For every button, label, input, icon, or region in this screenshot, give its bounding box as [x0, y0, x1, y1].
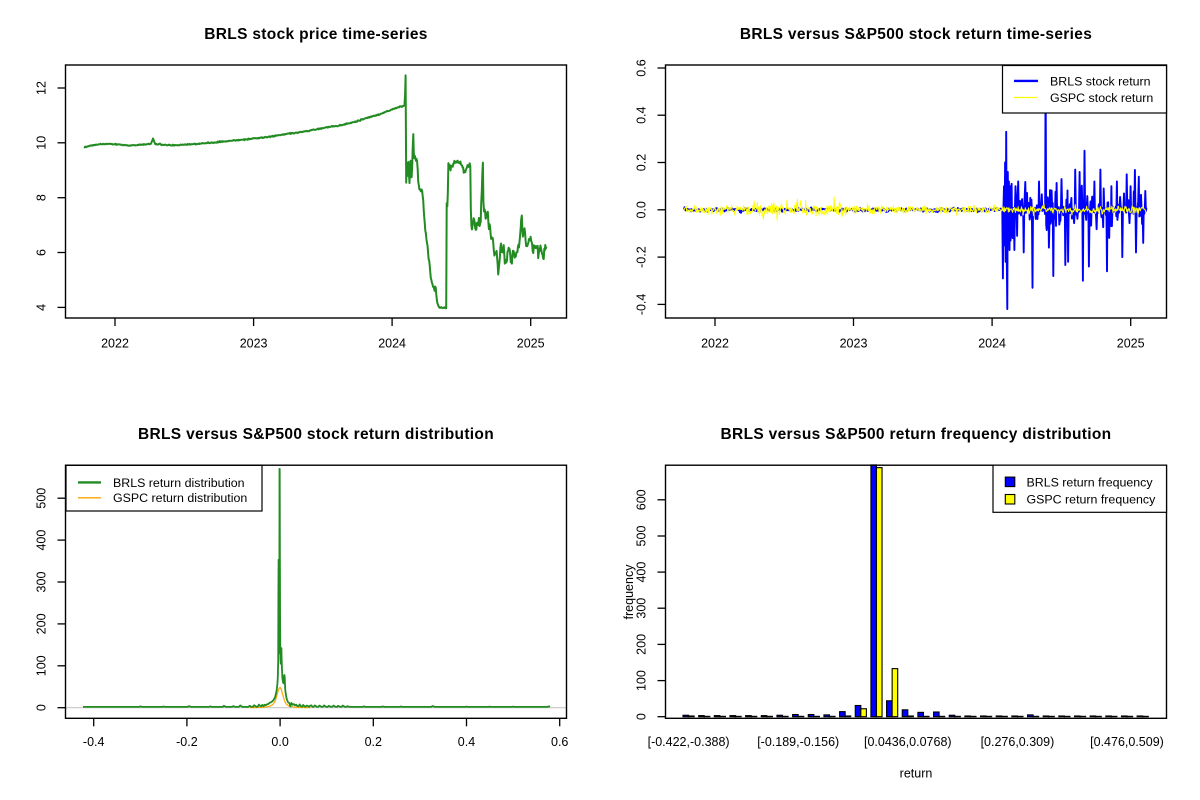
svg-text:[-0.422,-0.388): [-0.422,-0.388) — [648, 735, 730, 749]
svg-text:600: 600 — [635, 489, 649, 510]
svg-text:2023: 2023 — [240, 337, 268, 351]
svg-text:[0.0436,0.0768): [0.0436,0.0768) — [864, 735, 952, 749]
svg-text:100: 100 — [635, 670, 649, 691]
svg-text:0.2: 0.2 — [635, 154, 649, 171]
svg-text:0: 0 — [635, 713, 649, 720]
svg-text:500: 500 — [635, 526, 649, 547]
svg-text:BRLS versus S&P500 return freq: BRLS versus S&P500 return frequency dist… — [721, 426, 1112, 443]
svg-text:2022: 2022 — [701, 337, 729, 351]
svg-text:GSPC return frequency: GSPC return frequency — [1027, 493, 1157, 507]
svg-text:0.4: 0.4 — [635, 106, 649, 123]
svg-text:0.2: 0.2 — [365, 735, 382, 749]
svg-text:2024: 2024 — [378, 337, 406, 351]
svg-text:2024: 2024 — [978, 337, 1006, 351]
svg-text:GSPC return distribution: GSPC return distribution — [113, 491, 247, 505]
svg-text:200: 200 — [635, 634, 649, 655]
svg-text:2023: 2023 — [840, 337, 868, 351]
svg-text:BRLS stock return: BRLS stock return — [1050, 74, 1151, 88]
svg-text:0.4: 0.4 — [458, 735, 475, 749]
svg-text:8: 8 — [35, 194, 49, 201]
svg-text:0.0: 0.0 — [271, 735, 288, 749]
svg-text:BRLS stock price time-series: BRLS stock price time-series — [204, 26, 427, 43]
svg-text:BRLS versus S&P500 stock retur: BRLS versus S&P500 stock return time-ser… — [740, 26, 1092, 43]
svg-text:12: 12 — [35, 81, 49, 95]
svg-text:2025: 2025 — [517, 337, 545, 351]
svg-text:GSPC stock return: GSPC stock return — [1050, 91, 1153, 105]
svg-text:-0.2: -0.2 — [176, 735, 198, 749]
svg-text:frequency: frequency — [622, 564, 636, 620]
svg-text:BRLS versus S&P500 stock retur: BRLS versus S&P500 stock return distribu… — [138, 426, 494, 443]
svg-text:[0.476,0.509): [0.476,0.509) — [1090, 735, 1164, 749]
svg-text:400: 400 — [635, 562, 649, 583]
svg-text:2025: 2025 — [1117, 337, 1145, 351]
svg-text:-0.4: -0.4 — [635, 294, 649, 316]
svg-text:0.0: 0.0 — [635, 201, 649, 218]
svg-text:return: return — [900, 767, 933, 781]
svg-text:200: 200 — [35, 613, 49, 634]
svg-text:300: 300 — [35, 572, 49, 593]
svg-text:0: 0 — [35, 704, 49, 711]
svg-text:BRLS return distribution: BRLS return distribution — [113, 476, 245, 490]
svg-text:4: 4 — [35, 304, 49, 311]
svg-text:-0.2: -0.2 — [635, 246, 649, 268]
svg-text:100: 100 — [35, 655, 49, 676]
svg-text:2022: 2022 — [101, 337, 129, 351]
svg-text:-0.4: -0.4 — [83, 735, 105, 749]
svg-text:BRLS return frequency: BRLS return frequency — [1027, 475, 1154, 489]
svg-text:10: 10 — [35, 136, 49, 150]
svg-text:400: 400 — [35, 530, 49, 551]
svg-text:300: 300 — [635, 598, 649, 619]
svg-text:6: 6 — [35, 249, 49, 256]
svg-text:[0.276,0.309): [0.276,0.309) — [981, 735, 1055, 749]
svg-text:500: 500 — [35, 488, 49, 509]
svg-text:0.6: 0.6 — [551, 735, 568, 749]
svg-text:0.6: 0.6 — [635, 59, 649, 76]
svg-text:[-0.189,-0.156): [-0.189,-0.156) — [757, 735, 839, 749]
